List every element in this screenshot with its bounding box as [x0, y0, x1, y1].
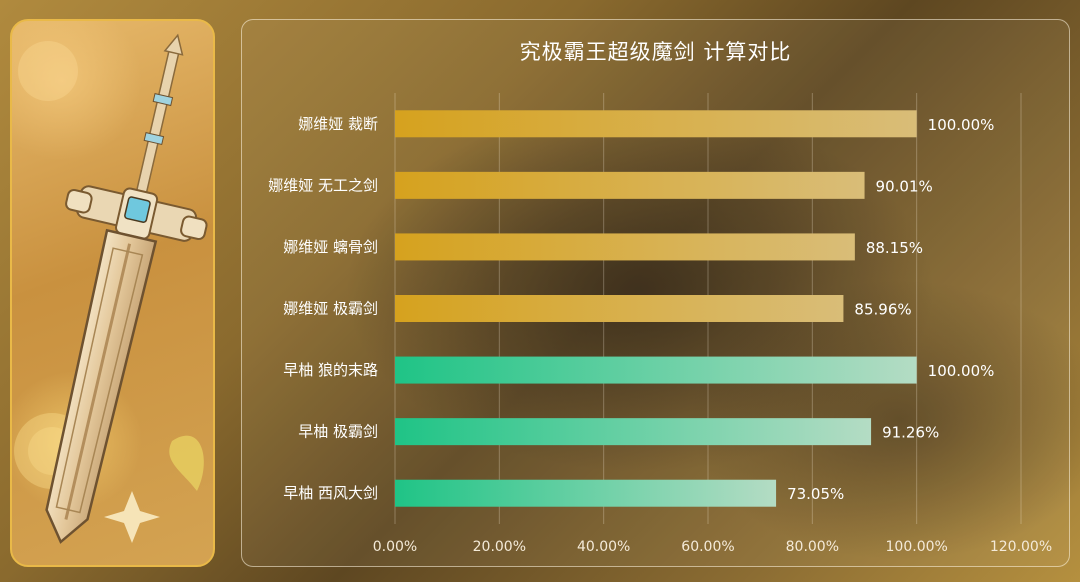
value-label: 100.00%	[928, 362, 995, 380]
category-label: 早柚 狼的末路	[283, 361, 378, 379]
bar-1	[395, 110, 917, 138]
x-tick-label: 20.00%	[473, 539, 526, 555]
bar-7	[395, 479, 777, 507]
category-label: 早柚 极霸剑	[298, 423, 378, 441]
value-label: 100.00%	[928, 116, 995, 134]
category-label: 娜维娅 螭骨剑	[283, 238, 378, 256]
category-label: 娜维娅 极霸剑	[283, 300, 378, 318]
bar-5	[395, 356, 917, 384]
value-label: 85.96%	[854, 301, 911, 319]
greatsword-image	[14, 33, 208, 544]
value-label: 90.01%	[876, 177, 933, 195]
value-label: 91.26%	[882, 424, 939, 442]
bar-4	[395, 295, 844, 322]
category-label: 娜维娅 无工之剑	[268, 176, 378, 194]
bar-2	[395, 171, 865, 199]
category-label: 早柚 西风大剑	[283, 484, 378, 502]
chart-title: 究极霸王超级魔剑 计算对比	[519, 40, 792, 64]
category-label: 娜维娅 裁断	[298, 115, 378, 133]
value-label: 73.05%	[787, 485, 844, 503]
bar-3	[395, 233, 855, 261]
x-tick-label: 120.00%	[990, 539, 1052, 555]
x-tick-label: 0.00%	[373, 539, 417, 555]
value-label: 88.15%	[866, 239, 923, 257]
x-tick-label: 60.00%	[681, 539, 734, 555]
x-tick-label: 40.00%	[577, 539, 630, 555]
x-tick-label: 80.00%	[786, 539, 839, 555]
weapon-card	[10, 19, 215, 567]
bar-6	[395, 418, 872, 446]
x-tick-label: 100.00%	[886, 539, 948, 555]
